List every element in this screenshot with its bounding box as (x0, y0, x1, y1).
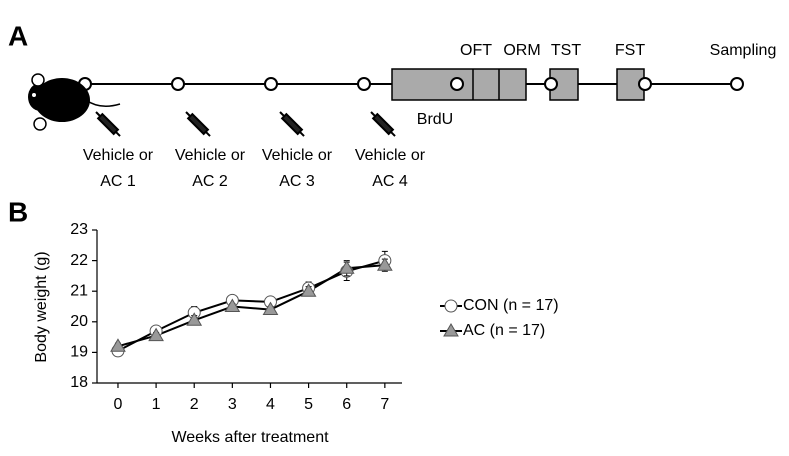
x-tick-label: 5 (304, 396, 313, 413)
y-tick-label: 22 (70, 252, 88, 269)
test-label: Sampling (710, 42, 777, 59)
y-tick-label: 18 (70, 374, 88, 391)
legend-label: CON (n = 17) (463, 297, 559, 314)
syringes (95, 111, 396, 137)
x-tick-label: 0 (114, 396, 123, 413)
x-tick-label: 1 (152, 396, 161, 413)
injection-label: AC 3 (279, 173, 315, 190)
test-box (616, 68, 645, 101)
y-tick-label: 20 (70, 313, 88, 330)
data-point (110, 338, 126, 352)
y-tick-label: 21 (70, 282, 88, 299)
injection-label: Vehicle or (175, 147, 246, 164)
brdu-label: BrdU (417, 111, 453, 128)
legend-label: AC (n = 17) (463, 322, 545, 339)
test-label: FST (615, 42, 645, 59)
injection-label: Vehicle or (83, 147, 154, 164)
y-tick-label: 19 (70, 344, 88, 361)
data-point (148, 327, 164, 342)
test-label: ORM (503, 42, 540, 59)
data-point (376, 257, 393, 271)
test-label: OFT (460, 42, 492, 59)
x-tick-label: 7 (380, 396, 389, 413)
injection-label: AC 1 (100, 173, 136, 190)
x-tick-label: 4 (266, 396, 275, 413)
data-point (186, 312, 203, 326)
data-point (224, 298, 241, 312)
x-tick-label: 6 (342, 396, 351, 413)
y-tick-label: 23 (70, 221, 88, 238)
mouse-icon (28, 73, 121, 131)
panel-label: A (8, 20, 28, 51)
data-point (338, 260, 355, 274)
injection-label: AC 4 (372, 173, 408, 190)
panel-label: B (8, 196, 28, 227)
x-tick-label: 2 (190, 396, 199, 413)
injection-label: Vehicle or (355, 147, 426, 164)
test-label: TST (551, 42, 581, 59)
x-axis-label: Weeks after treatment (171, 429, 329, 446)
injection-label: AC 2 (192, 173, 228, 190)
legend-marker (443, 323, 459, 337)
x-tick-label: 3 (228, 396, 237, 413)
data-point (262, 301, 279, 316)
timepoints (78, 77, 744, 91)
data-point (300, 283, 317, 297)
legend-marker (444, 299, 458, 313)
series-line (117, 259, 386, 352)
injection-label: Vehicle or (262, 147, 333, 164)
y-axis-label: Body weight (g) (33, 251, 50, 362)
